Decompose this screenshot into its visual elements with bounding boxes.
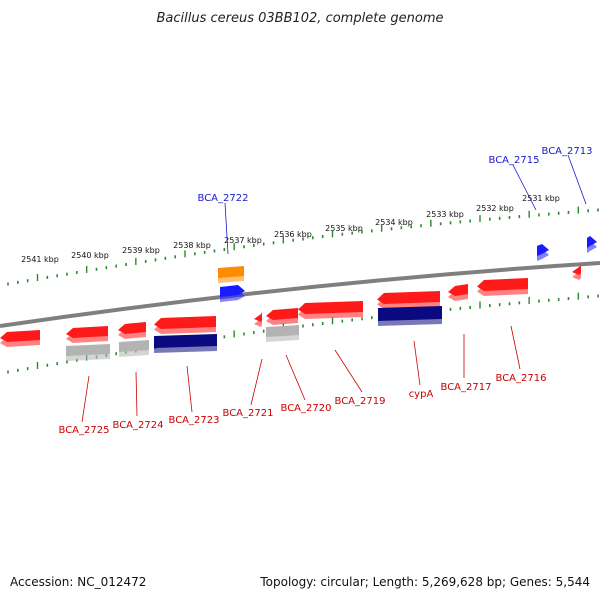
cds-feature — [572, 265, 581, 280]
ruler-label: 2536 kbp — [274, 230, 312, 239]
cds-feature — [0, 330, 40, 347]
gene-label: BCA_2725 — [59, 425, 110, 436]
map-title: Bacillus cereus 03BB102, complete genome — [156, 11, 443, 26]
rna-feature — [66, 344, 110, 361]
leader-line — [413, 340, 421, 386]
ruler-label: 2540 kbp — [71, 251, 109, 260]
ruler-label: 2539 kbp — [122, 246, 160, 255]
rna-feature — [266, 325, 299, 342]
gene-label: BCA_2717 — [441, 382, 492, 393]
cds-feature — [298, 301, 363, 319]
rna-feature — [119, 340, 149, 357]
ruler-labels: 2541 kbp 2540 kbp 2539 kbp 2538 kbp 2537 kbp… — [21, 194, 560, 264]
ruler-label: 2531 kbp — [522, 194, 560, 203]
ruler-label: 2541 kbp — [21, 255, 59, 264]
gene-label: BCA_2721 — [223, 408, 274, 419]
blue-feature — [220, 285, 245, 302]
genome-backbone — [0, 261, 600, 328]
navy-feature — [154, 334, 217, 353]
cds-feature — [118, 322, 146, 339]
cds-feature — [254, 312, 262, 327]
accession-text: Accession: NC_012472 — [10, 575, 146, 589]
leader-line — [224, 202, 229, 255]
leader-line — [334, 349, 363, 393]
gene-label: BCA_2716 — [496, 373, 547, 384]
leader-line — [135, 371, 138, 417]
gene-label: BCA_2713 — [542, 146, 593, 157]
gene-features — [0, 236, 597, 361]
leader-line — [285, 354, 306, 401]
ruler-label: 2538 kbp — [173, 241, 211, 250]
cds-feature — [266, 308, 298, 325]
cds-feature — [66, 326, 108, 343]
cds-feature — [377, 291, 440, 309]
topology-text: Topology: circular; Length: 5,269,628 bp… — [259, 575, 590, 589]
navy-feature — [378, 306, 442, 326]
cds-feature — [477, 278, 528, 296]
ruler-label: 2532 kbp — [476, 204, 514, 213]
gene-label: BCA_2715 — [489, 155, 540, 166]
leader-line — [81, 375, 90, 423]
ruler-label: 2535 kbp — [325, 224, 363, 233]
orange-feature — [218, 266, 244, 283]
cds-feature — [154, 316, 216, 334]
upper-tick-track — [7, 206, 599, 286]
ruler-label: 2534 kbp — [375, 218, 413, 227]
leader-line — [510, 325, 521, 370]
gene-label: BCA_2720 — [281, 403, 332, 414]
ruler-label: 2537 kbp — [224, 236, 262, 245]
blue-feature — [537, 244, 549, 261]
blue-feature — [587, 236, 597, 253]
ruler-label: 2533 kbp — [426, 210, 464, 219]
leader-line — [567, 154, 587, 205]
gene-label: BCA_2719 — [335, 396, 386, 407]
gene-label: BCA_2722 — [198, 193, 249, 204]
gene-label: cypA — [409, 389, 434, 400]
gene-label: BCA_2724 — [113, 420, 164, 431]
label-leader-lines — [81, 154, 587, 423]
gene-label: BCA_2723 — [169, 415, 220, 426]
cds-feature — [448, 284, 468, 301]
leader-line — [186, 365, 193, 413]
leader-line — [250, 358, 263, 406]
leader-line — [512, 164, 537, 211]
